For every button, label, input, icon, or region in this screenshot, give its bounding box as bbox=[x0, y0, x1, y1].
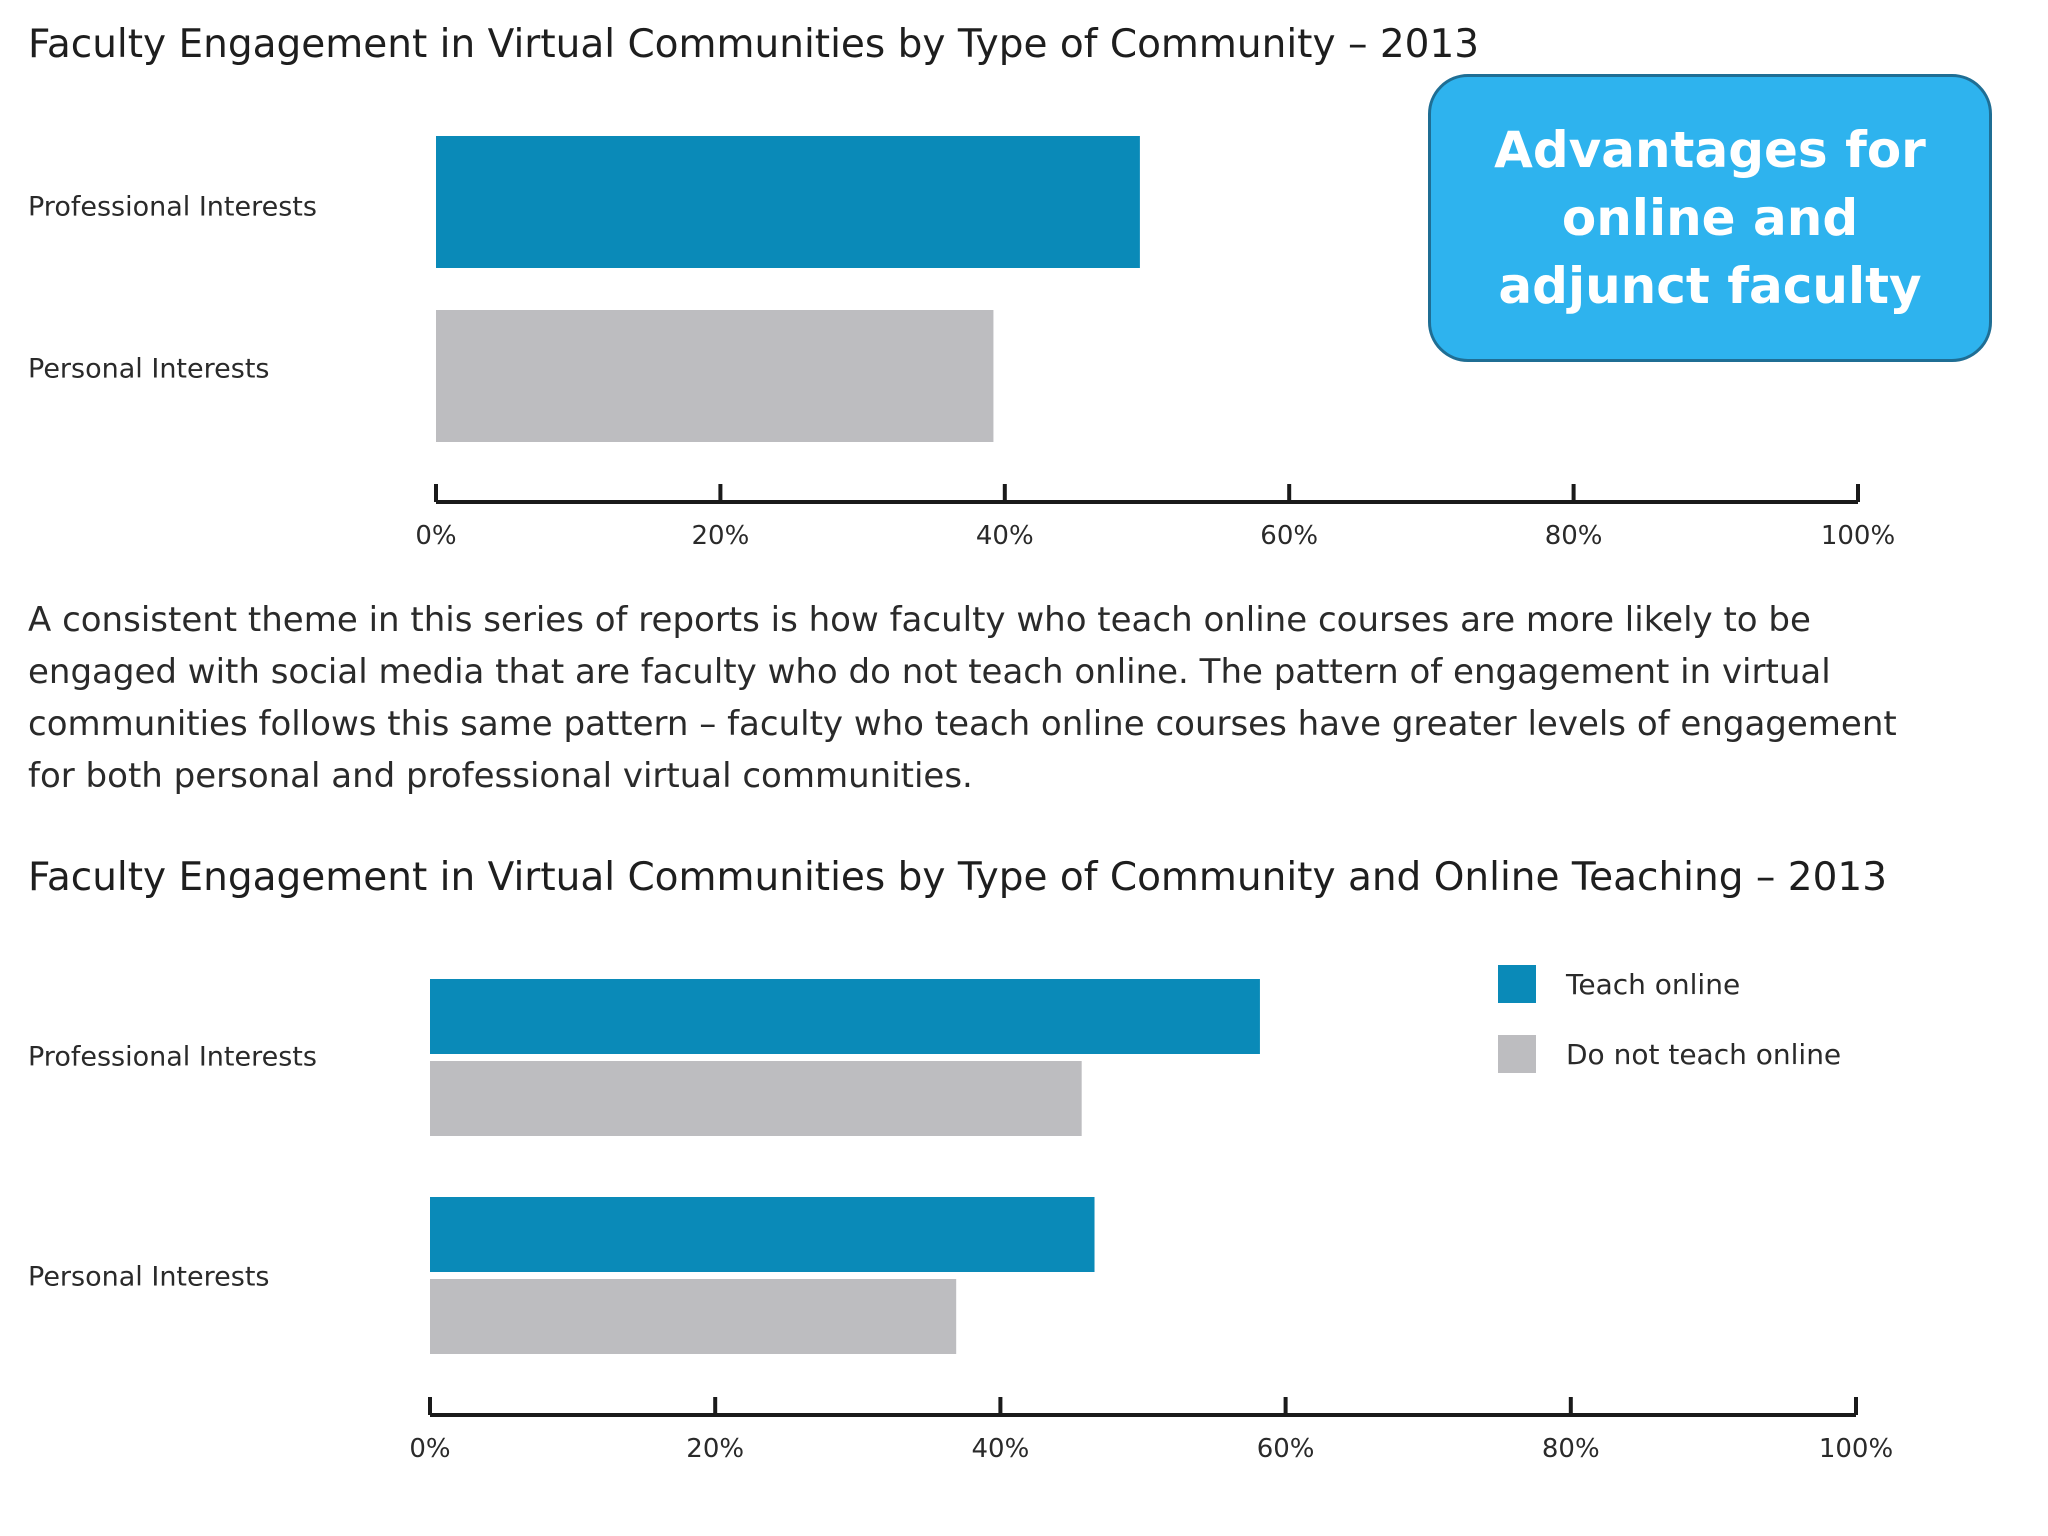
chart-2-title: Faculty Engagement in Virtual Communitie… bbox=[28, 855, 1888, 900]
x-tick-label-100: 100% bbox=[1819, 1434, 1893, 1464]
chart-1-title: Faculty Engagement in Virtual Communitie… bbox=[28, 22, 1480, 67]
x-tick-label-100: 100% bbox=[1821, 521, 1895, 551]
bar-personal-interests-do-not-teach-online bbox=[430, 1279, 957, 1354]
x-tick-label-80: 80% bbox=[1545, 521, 1603, 551]
category-label-personal-interests: Personal Interests bbox=[28, 354, 269, 385]
category-label-personal-interests: Personal Interests bbox=[28, 1262, 269, 1293]
x-tick-label-40: 40% bbox=[976, 521, 1034, 551]
chart-2-plot: Professional Interests Personal Interests… bbox=[28, 979, 1893, 1464]
bar-personal-interests bbox=[436, 310, 994, 442]
callout-box: Advantages for online and adjunct facult… bbox=[1428, 74, 1992, 362]
bar-professional-interests-do-not-teach-online bbox=[430, 1061, 1082, 1136]
bar-professional-interests bbox=[436, 136, 1140, 268]
category-label-professional-interests: Professional Interests bbox=[28, 1042, 317, 1073]
x-tick-label-60: 60% bbox=[1257, 1434, 1315, 1464]
legend-swatch-do-not-teach-online bbox=[1498, 1035, 1536, 1073]
bar-professional-interests-teach-online bbox=[430, 979, 1260, 1054]
callout-text: Advantages for online and adjunct facult… bbox=[1494, 121, 1926, 315]
chart-1-plot: Professional Interests Personal Interests… bbox=[28, 136, 1895, 551]
legend-item-teach-online: Teach online bbox=[1498, 965, 1740, 1003]
x-tick-label-80: 80% bbox=[1542, 1434, 1600, 1464]
category-label-professional-interests: Professional Interests bbox=[28, 192, 317, 223]
x-tick-label-0: 0% bbox=[409, 1434, 450, 1464]
body-paragraph: A consistent theme in this series of rep… bbox=[28, 600, 1897, 796]
bar-personal-interests-teach-online bbox=[430, 1197, 1095, 1272]
x-tick-label-20: 20% bbox=[692, 521, 750, 551]
legend-label-do-not-teach-online: Do not teach online bbox=[1566, 1037, 1842, 1071]
x-tick-label-20: 20% bbox=[686, 1434, 744, 1464]
x-tick-label-0: 0% bbox=[415, 521, 456, 551]
legend-swatch-teach-online bbox=[1498, 965, 1536, 1003]
x-tick-label-40: 40% bbox=[972, 1434, 1030, 1464]
legend-item-do-not-teach-online: Do not teach online bbox=[1498, 1035, 1841, 1073]
x-tick-label-60: 60% bbox=[1260, 521, 1318, 551]
legend-label-teach-online: Teach online bbox=[1566, 967, 1741, 1001]
